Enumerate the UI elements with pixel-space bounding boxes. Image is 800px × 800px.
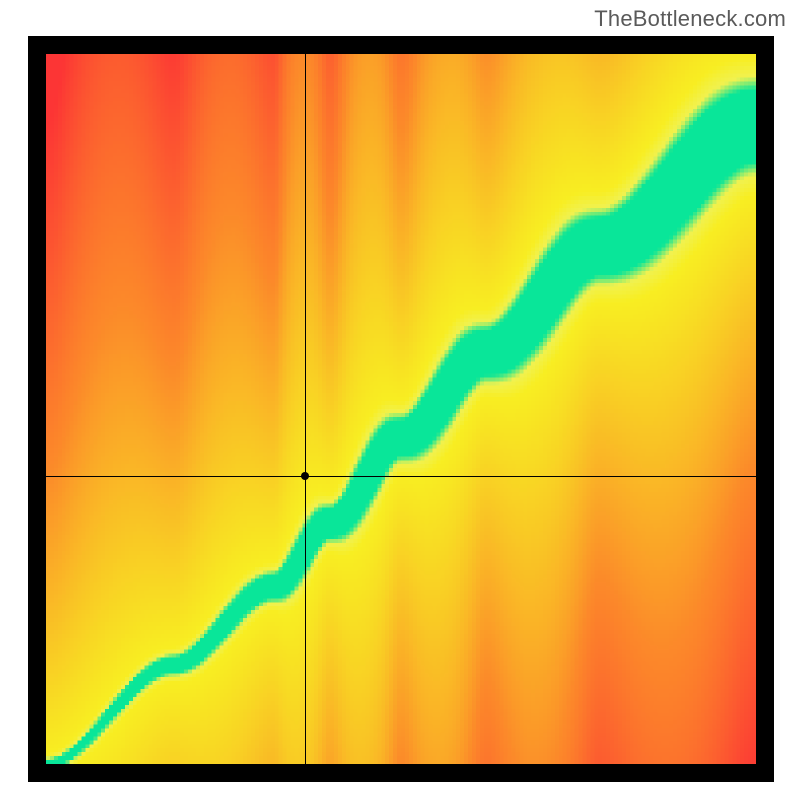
heatmap-canvas — [46, 54, 756, 764]
attribution-text: TheBottleneck.com — [594, 6, 786, 32]
plot-frame — [28, 36, 774, 782]
crosshair-horizontal — [46, 476, 756, 477]
crosshair-vertical — [305, 54, 306, 764]
heatmap-area — [46, 54, 756, 764]
crosshair-dot — [301, 472, 309, 480]
root-container: TheBottleneck.com — [0, 0, 800, 800]
